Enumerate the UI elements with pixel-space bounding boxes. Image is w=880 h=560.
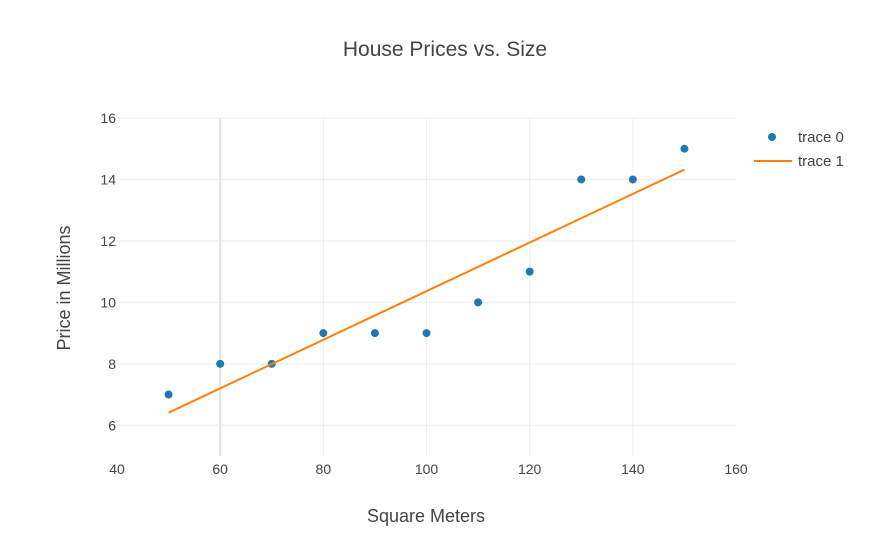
data-point xyxy=(422,329,431,338)
x-tick-label: 120 xyxy=(518,461,542,477)
grid xyxy=(117,117,736,456)
data-point xyxy=(474,298,483,307)
x-axis-ticks: 40 60 80 100 120 140 160 xyxy=(109,461,748,477)
legend-label: trace 0 xyxy=(798,129,844,146)
legend-item: trace 1 xyxy=(754,153,844,170)
y-tick-label: 8 xyxy=(108,356,116,372)
data-point xyxy=(164,390,173,399)
y-tick-label: 16 xyxy=(100,110,116,126)
plot-area xyxy=(164,144,689,414)
y-axis-title: Price in Millions xyxy=(54,225,74,350)
y-tick-label: 14 xyxy=(100,171,116,187)
legend: trace 0 trace 1 xyxy=(754,129,844,170)
x-tick-label: 60 xyxy=(212,461,228,477)
y-tick-label: 6 xyxy=(108,417,116,433)
data-point xyxy=(319,329,328,338)
y-tick-label: 10 xyxy=(100,294,116,310)
data-point xyxy=(370,329,379,338)
x-axis-title: Square Meters xyxy=(367,506,485,526)
x-tick-label: 140 xyxy=(621,461,645,477)
legend-item: trace 0 xyxy=(768,129,844,146)
x-tick-label: 160 xyxy=(724,461,748,477)
series-line-1 xyxy=(168,168,685,414)
y-tick-label: 12 xyxy=(100,233,116,249)
data-point xyxy=(216,359,225,368)
x-tick-label: 100 xyxy=(415,461,439,477)
data-point xyxy=(525,267,534,276)
legend-swatch-marker xyxy=(768,133,776,141)
data-point xyxy=(680,144,689,153)
legend-label: trace 1 xyxy=(798,153,844,170)
y-axis-ticks: 6 8 10 12 14 16 xyxy=(100,110,116,433)
x-tick-label: 40 xyxy=(109,461,125,477)
data-point xyxy=(577,175,586,184)
chart-title: House Prices vs. Size xyxy=(343,38,547,61)
x-tick-label: 80 xyxy=(316,461,332,477)
data-point xyxy=(628,175,637,184)
